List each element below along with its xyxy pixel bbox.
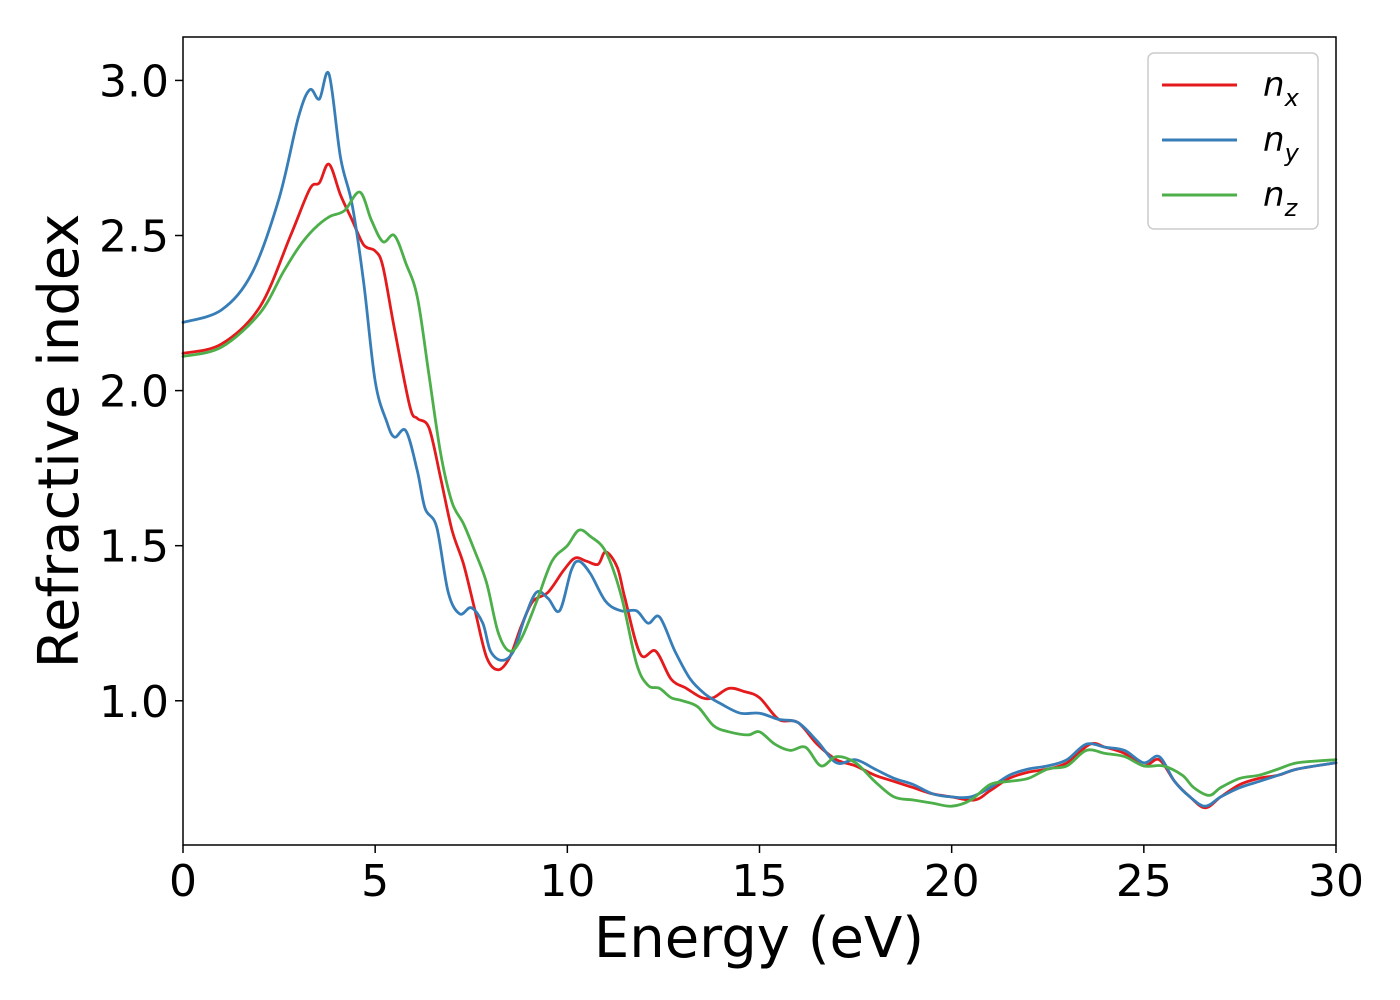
legend-label-subscript: z: [1284, 194, 1299, 222]
series-line-ny: [181, 70, 1338, 808]
y-axis: 1.0 1.5 2.0 2.5 3.0: [99, 56, 183, 728]
legend-label-subscript: y: [1284, 139, 1300, 167]
legend-label-nz: nz: [1263, 175, 1299, 222]
legend-label-nx: nx: [1263, 65, 1300, 112]
legend-label-subscript: x: [1284, 84, 1300, 112]
series-line-nx: [181, 162, 1338, 810]
y-tick-label: 3.0: [99, 56, 169, 107]
y-tick-label: 1.5: [99, 522, 169, 573]
x-tick-label: 10: [539, 856, 595, 907]
x-axis-label: Energy (eV): [594, 906, 924, 971]
legend-label-base: n: [1263, 175, 1285, 215]
series-line-nz: [181, 190, 1338, 808]
y-tick-label: 2.5: [99, 212, 169, 263]
y-axis-label: Refractive index: [27, 214, 92, 669]
series-layer: [181, 70, 1338, 810]
x-tick-label: 20: [924, 856, 980, 907]
y-tick-label: 2.0: [99, 367, 169, 418]
legend-label-ny: ny: [1263, 120, 1300, 167]
x-tick-label: 30: [1308, 856, 1364, 907]
x-tick-label: 25: [1116, 856, 1172, 907]
x-axis: 0 5 10 15 20 25 30: [169, 845, 1364, 907]
legend-label-base: n: [1263, 65, 1285, 105]
x-tick-label: 15: [732, 856, 788, 907]
x-tick-label: 5: [361, 856, 389, 907]
legend-label-base: n: [1263, 120, 1285, 160]
y-tick-label: 1.0: [99, 677, 169, 728]
x-tick-label: 0: [169, 856, 197, 907]
